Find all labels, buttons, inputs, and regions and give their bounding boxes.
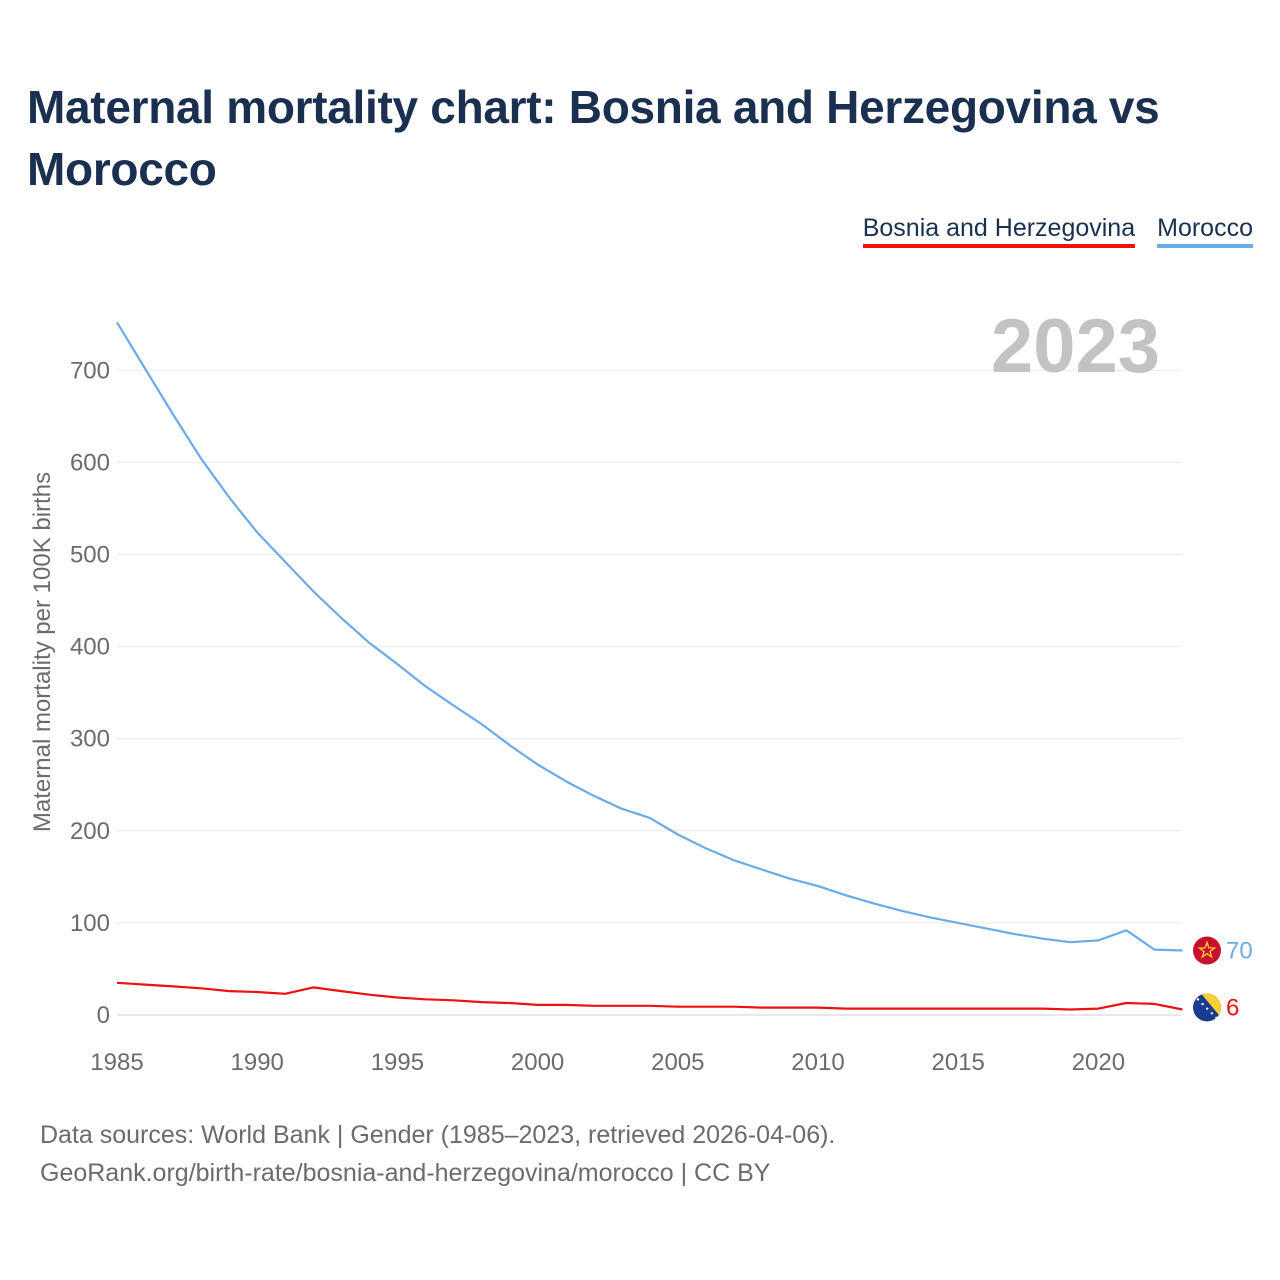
grid-lines [117,369,1181,1016]
x-tick-label-2000: 2000 [511,1049,564,1076]
series-line-morocco [116,321,1183,952]
end-markers: 70 6 [1193,936,1253,1022]
end-label-morocco: 70 [1226,938,1253,965]
y-tick-label-600: 600 [70,449,110,476]
year-label: 2023 [991,304,1160,389]
line-chart: 0 100 200 300 400 500 600 700 1985 1990 1995 2000 2… [29,304,1253,1076]
footer-link[interactable]: GeoRank.org/birth-rate/bosnia-and-herzeg… [40,1159,771,1187]
y-tick-label-400: 400 [70,634,110,661]
flag-icon-bosnia-and-herzegovina [1193,993,1221,1022]
flag-icon-morocco [1193,936,1221,965]
footer-source: Data sources: World Bank | Gender (1985–… [40,1121,836,1149]
y-tick-label-100: 100 [70,910,110,937]
y-tick-label-200: 200 [70,818,110,845]
y-axis-ticks: 0 100 200 300 400 500 600 700 [70,357,110,1029]
footer: Data sources: World Bank | Gender (1985–… [40,1116,835,1192]
x-tick-label-2005: 2005 [651,1049,704,1076]
series-lines [116,321,1183,1011]
x-tick-label-1985: 1985 [90,1049,143,1076]
y-axis-label: Maternal mortality per 100K births [29,472,56,832]
end-label-bosnia-and-herzegovina: 6 [1226,994,1239,1021]
series-line-bosnia-and-herzegovina [116,981,1183,1011]
x-tick-label-1990: 1990 [231,1049,284,1076]
y-tick-label-0: 0 [97,1002,110,1029]
x-tick-label-2010: 2010 [791,1049,844,1076]
y-tick-label-300: 300 [70,726,110,753]
x-tick-label-1995: 1995 [371,1049,424,1076]
legend-item-bosnia-and-herzegovina[interactable]: Bosnia and Herzegovina [862,214,1136,248]
legend-item-morocco[interactable]: Morocco [1157,214,1253,248]
x-tick-label-2015: 2015 [932,1049,985,1076]
x-axis-ticks: 1985 1990 1995 2000 2005 2010 2015 2020 [90,1049,1125,1076]
y-tick-label-700: 700 [70,357,110,384]
x-tick-label-2020: 2020 [1072,1049,1125,1076]
y-tick-label-500: 500 [70,542,110,569]
page-title: Maternal mortality chart: Bosnia and Her… [27,81,1160,195]
legend: Bosnia and Herzegovina Morocco [862,214,1253,248]
